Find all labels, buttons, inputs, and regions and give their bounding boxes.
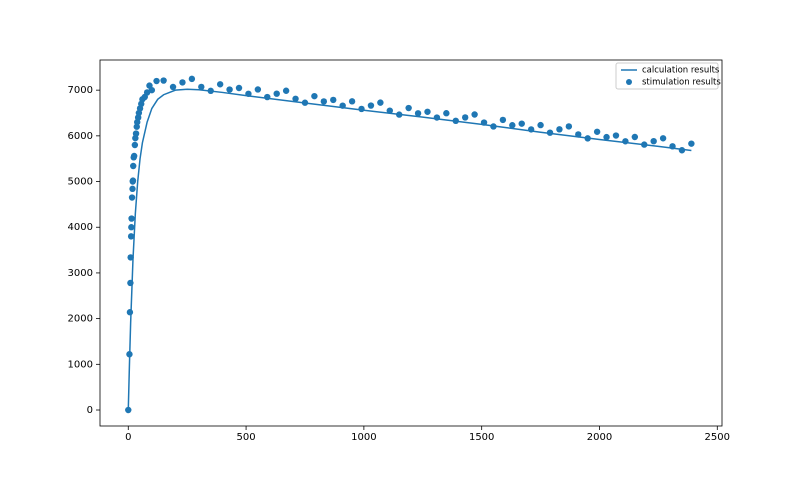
point bbox=[153, 77, 160, 85]
point bbox=[226, 86, 233, 93]
point bbox=[414, 110, 422, 117]
point bbox=[461, 114, 469, 121]
point bbox=[480, 119, 488, 126]
point bbox=[433, 114, 441, 121]
point bbox=[443, 110, 450, 117]
point bbox=[358, 105, 365, 113]
legend-label: stimulation results bbox=[642, 78, 721, 88]
point bbox=[169, 83, 177, 91]
point bbox=[129, 185, 136, 193]
legend-marker bbox=[626, 79, 632, 85]
point bbox=[641, 141, 648, 148]
point bbox=[132, 130, 140, 137]
point bbox=[235, 84, 243, 92]
x-tick-label: 0 bbox=[125, 432, 131, 443]
point bbox=[367, 102, 375, 109]
point bbox=[273, 90, 280, 97]
legend-label: calculation results bbox=[642, 66, 720, 76]
point bbox=[129, 177, 137, 184]
plot-frame bbox=[99, 59, 723, 427]
point bbox=[688, 140, 695, 147]
y-tick-label: 7000 bbox=[68, 85, 93, 96]
point bbox=[527, 126, 535, 133]
y-tick-label: 0 bbox=[87, 405, 93, 416]
point bbox=[452, 117, 459, 125]
y-tick-label: 2000 bbox=[68, 314, 93, 325]
point bbox=[126, 351, 133, 358]
point bbox=[348, 98, 356, 105]
point bbox=[471, 111, 478, 118]
point bbox=[546, 129, 554, 136]
point bbox=[377, 99, 384, 106]
x-tick-label: 2500 bbox=[705, 432, 730, 443]
point bbox=[130, 152, 138, 160]
point bbox=[330, 96, 337, 104]
point bbox=[127, 279, 134, 287]
point bbox=[320, 98, 328, 105]
point bbox=[669, 143, 676, 150]
y-tick-label: 4000 bbox=[68, 222, 93, 233]
point bbox=[593, 128, 601, 135]
y-tick-label: 5000 bbox=[68, 177, 93, 188]
x-tick-label: 500 bbox=[237, 432, 256, 443]
point bbox=[556, 126, 563, 133]
point bbox=[565, 123, 573, 130]
point bbox=[311, 92, 318, 100]
point bbox=[179, 79, 186, 86]
x-tick-label: 2000 bbox=[587, 432, 612, 443]
x-tick-label: 1000 bbox=[351, 432, 376, 443]
point bbox=[537, 121, 544, 129]
point bbox=[386, 107, 393, 114]
point bbox=[424, 108, 431, 115]
point bbox=[130, 162, 137, 170]
point bbox=[339, 102, 346, 109]
point bbox=[650, 137, 657, 145]
point bbox=[216, 81, 224, 88]
point bbox=[612, 132, 620, 139]
point bbox=[622, 138, 629, 145]
point bbox=[198, 83, 205, 91]
point bbox=[160, 77, 167, 84]
y-tick-label: 3000 bbox=[68, 268, 93, 279]
point bbox=[131, 141, 139, 149]
y-tick-label: 6000 bbox=[68, 131, 93, 142]
point bbox=[659, 135, 667, 142]
point bbox=[254, 86, 262, 93]
point bbox=[490, 123, 497, 130]
point bbox=[405, 104, 412, 112]
point bbox=[128, 194, 136, 201]
point bbox=[125, 406, 132, 414]
point bbox=[127, 233, 135, 240]
point bbox=[518, 120, 525, 127]
point bbox=[128, 215, 135, 222]
point bbox=[603, 133, 610, 141]
point bbox=[188, 75, 196, 83]
point bbox=[301, 99, 309, 106]
point bbox=[631, 133, 639, 141]
point bbox=[575, 131, 582, 138]
y-tick-label: 1000 bbox=[68, 359, 93, 370]
x-tick-label: 1500 bbox=[469, 432, 494, 443]
point bbox=[584, 135, 591, 142]
point bbox=[678, 147, 686, 154]
point bbox=[282, 87, 290, 94]
point bbox=[396, 111, 403, 118]
point bbox=[292, 95, 299, 102]
point bbox=[126, 309, 134, 316]
legend-box bbox=[615, 62, 719, 90]
point bbox=[499, 116, 507, 124]
point bbox=[245, 90, 252, 97]
point bbox=[127, 254, 134, 261]
point bbox=[148, 86, 156, 94]
point bbox=[264, 93, 271, 101]
point bbox=[207, 87, 214, 95]
point bbox=[509, 122, 516, 129]
point bbox=[128, 224, 135, 231]
